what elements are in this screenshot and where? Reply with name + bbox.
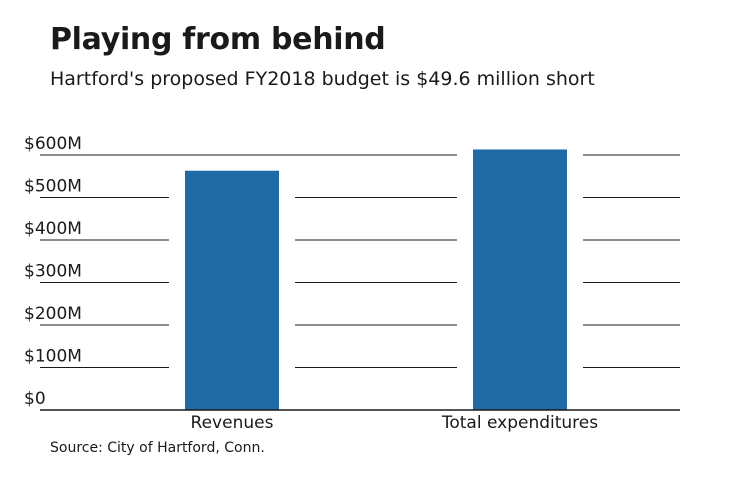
bar-revenues bbox=[185, 170, 279, 410]
y-tick-label: $300M bbox=[24, 262, 82, 282]
y-tick-label: $200M bbox=[24, 304, 82, 324]
bar-total-expenditures bbox=[473, 149, 567, 410]
x-category-label: Revenues bbox=[191, 413, 274, 433]
y-tick-label: $100M bbox=[24, 347, 82, 367]
y-tick-label: $400M bbox=[24, 219, 82, 239]
y-tick-label: $600M bbox=[24, 134, 82, 154]
y-tick-label: $500M bbox=[24, 177, 82, 197]
chart-subtitle: Hartford's proposed FY2018 budget is $49… bbox=[50, 68, 595, 90]
y-tick-label: $0 bbox=[24, 389, 46, 409]
source-note: Source: City of Hartford, Conn. bbox=[50, 440, 265, 456]
chart-title: Playing from behind bbox=[50, 22, 386, 57]
x-category-label: Total expenditures bbox=[441, 413, 598, 433]
